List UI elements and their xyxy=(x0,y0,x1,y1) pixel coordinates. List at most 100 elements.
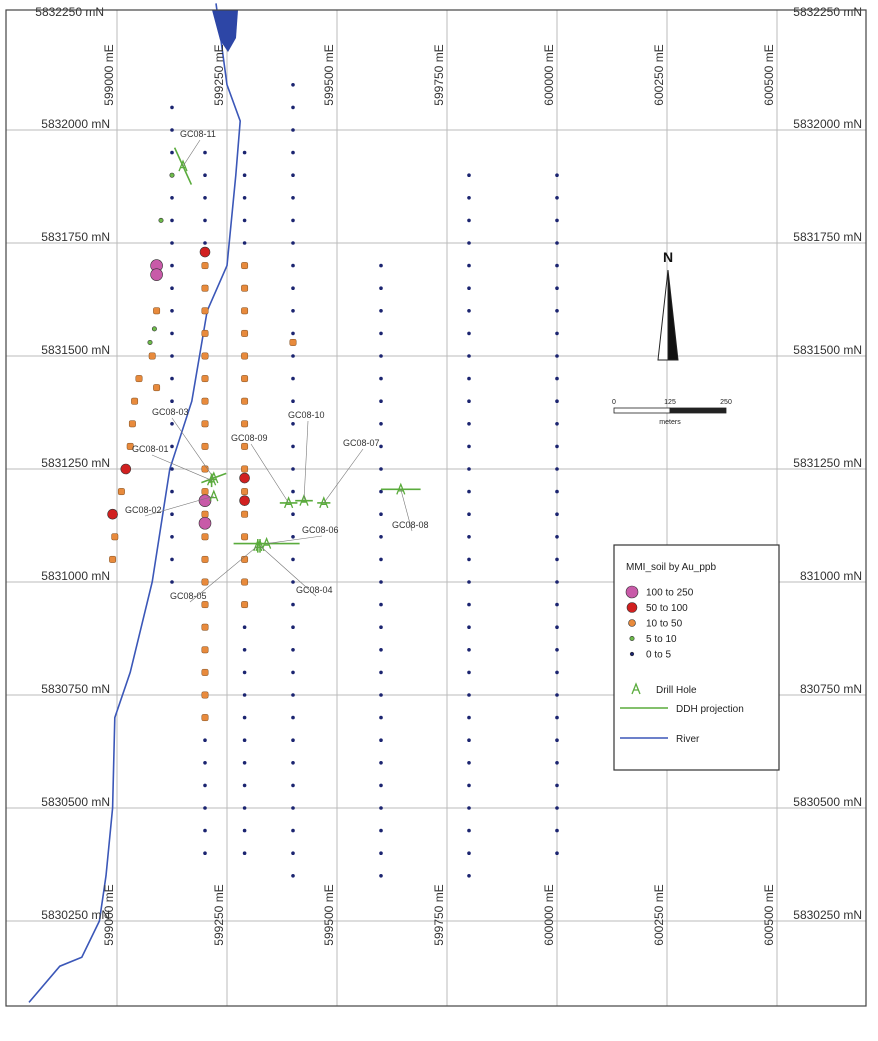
soil-sample xyxy=(555,693,559,697)
legend-label-50-100: 50 to 100 xyxy=(646,603,688,614)
legend-symbol-50-100 xyxy=(626,602,638,613)
easting-label-bottom-4: 600000 mE xyxy=(542,884,556,945)
soil-sample xyxy=(242,783,247,788)
soil-sample-anomaly xyxy=(135,375,143,383)
drill-hole-icon xyxy=(206,473,217,486)
drill-hole-leader xyxy=(400,489,413,532)
easting-label-bottom-1: 599250 mE xyxy=(212,884,226,945)
soil-sample xyxy=(170,399,174,404)
drill-hole-icon xyxy=(631,682,641,695)
coordinate-grid xyxy=(6,10,866,1006)
legend-drill-hole-label: Drill Hole xyxy=(656,685,697,696)
soil-sample xyxy=(555,738,559,742)
river-layer xyxy=(28,3,242,1003)
soil-sample xyxy=(291,173,295,177)
soil-sample xyxy=(291,602,295,607)
drill-hole-label: GC08-07 xyxy=(343,438,380,448)
soil-sample xyxy=(379,467,383,471)
soil-sample xyxy=(170,489,174,494)
soil-sample xyxy=(291,648,295,652)
soil-sample xyxy=(379,738,383,742)
soil-sample xyxy=(467,828,471,833)
soil-sample xyxy=(241,465,249,473)
soil-sample xyxy=(291,444,295,449)
drill-holes-layer: GC08-11 GC08-03 GC08-01 GC08-02 GC08-09 GC08-… xyxy=(125,129,429,603)
soil-sample xyxy=(201,352,209,360)
northing-label-left-4: 5831000 mN xyxy=(41,569,110,583)
soil-sample xyxy=(467,173,471,177)
scale-tick-2: 250 xyxy=(720,399,732,406)
soil-sample xyxy=(379,670,383,675)
soil-sample xyxy=(379,263,383,268)
soil-sample xyxy=(291,512,295,516)
soil-sample xyxy=(379,761,383,765)
legend-ddh: DDH projection xyxy=(620,704,744,715)
soil-sample xyxy=(242,693,247,697)
soil-sample xyxy=(170,105,174,110)
soil-sample xyxy=(555,354,559,358)
easting-label-top-6: 600500 mE xyxy=(762,44,776,105)
drill-hole-icon xyxy=(319,496,329,509)
soil-sample-anomaly xyxy=(239,495,250,506)
northing-label-right-6: 5830500 mN xyxy=(793,795,862,809)
soil-sample xyxy=(467,693,471,697)
northing-label-left-6: 5830500 mN xyxy=(41,795,110,809)
soil-sample xyxy=(170,512,174,516)
drill-hole-label: GC08-05 xyxy=(170,591,207,601)
soil-sample xyxy=(291,128,295,132)
soil-sample xyxy=(201,623,209,631)
river-head xyxy=(212,10,238,52)
soil-sample xyxy=(379,783,383,788)
soil-sample xyxy=(291,489,295,494)
soil-sample xyxy=(555,399,559,404)
soil-sample xyxy=(201,488,209,496)
soil-sample-anomaly xyxy=(158,217,164,223)
drill-hole-leader xyxy=(250,443,289,504)
northing-label-right-4: 831000 mN xyxy=(800,569,862,583)
soil-sample xyxy=(467,376,471,381)
soil-sample xyxy=(555,828,559,833)
drill-hole-icon xyxy=(283,496,294,509)
soil-sample xyxy=(379,512,383,516)
soil-sample xyxy=(201,714,209,722)
soil-sample-anomaly xyxy=(153,307,161,315)
soil-sample-anomaly xyxy=(107,508,118,520)
soil-sample-anomaly xyxy=(128,420,136,428)
soil-sample xyxy=(467,512,471,516)
easting-label-bottom-6: 600500 mE xyxy=(762,884,776,945)
soil-sample-anomaly xyxy=(169,172,175,178)
legend-symbol-5-10 xyxy=(629,635,635,641)
drill-hole-leader xyxy=(182,139,201,167)
soil-sample xyxy=(291,422,295,426)
soil-sample xyxy=(242,806,247,810)
soil-sample xyxy=(203,761,207,765)
soil-sample xyxy=(555,422,559,426)
soil-sample xyxy=(242,196,247,200)
soil-sample xyxy=(201,329,209,337)
soil-sample xyxy=(203,241,207,245)
legend-label-10-50: 10 to 50 xyxy=(646,619,683,630)
soil-sample xyxy=(291,467,295,471)
soil-sample xyxy=(555,806,559,810)
soil-sample xyxy=(170,444,174,449)
soil-sample xyxy=(242,738,247,742)
soil-sample-anomaly xyxy=(199,246,211,258)
soil-sample xyxy=(242,173,247,177)
drill-hole-label: GC08-06 xyxy=(302,525,339,535)
soil-sample xyxy=(467,489,471,494)
soil-sample xyxy=(241,442,249,450)
easting-label-bottom-5: 600250 mE xyxy=(652,884,666,945)
legend-label-100-250: 100 to 250 xyxy=(646,588,694,599)
soil-sample xyxy=(291,761,295,765)
soil-sample xyxy=(467,874,471,878)
legend-ddh-label: DDH projection xyxy=(676,704,744,715)
soil-sample-anomaly xyxy=(239,472,250,484)
scale-tick-1: 125 xyxy=(664,399,676,406)
soil-sample xyxy=(241,284,249,292)
soil-sample xyxy=(241,375,249,383)
soil-sample xyxy=(291,263,295,268)
drill-hole-icon xyxy=(209,489,219,502)
soil-sample xyxy=(291,670,295,675)
soil-sample xyxy=(555,783,559,788)
soil-sample xyxy=(170,263,174,268)
